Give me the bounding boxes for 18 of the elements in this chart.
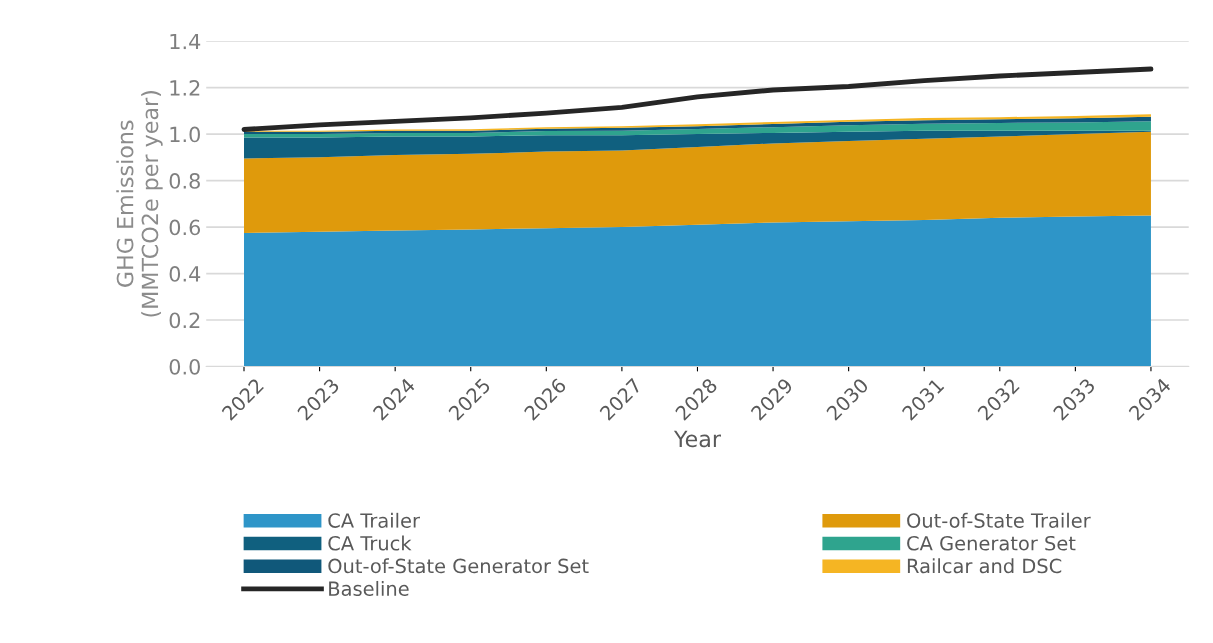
y-tick-label: 1.0 (170, 126, 200, 143)
y-tick-label: 0.2 (169, 312, 200, 329)
legend-label: CA Trailer (328, 512, 420, 528)
y-tick-label: 0.4 (169, 266, 201, 282)
y-tick-label: 1.2 (170, 80, 200, 96)
legend-label: Out-of-State Trailer (907, 512, 1091, 528)
y-tick-label: 1.4 (170, 33, 201, 50)
line-series (241, 66, 1154, 132)
legend-label: Baseline (329, 580, 409, 597)
legend-label: Out-of-State Generator Set (328, 558, 589, 574)
legend-label: CA Generator Set (907, 535, 1076, 551)
legend-label: Railcar and DSC (907, 558, 1062, 574)
y-tick-label: 0.0 (169, 358, 200, 375)
y-tick-label: 0.6 (169, 219, 201, 236)
y-axis-title: GHG Emissions (MMTCO2e per year) (116, 91, 163, 317)
x-axis-title: Year (673, 430, 721, 448)
legend-label: CA Truck (328, 535, 412, 551)
y-tick-label: 0.8 (169, 173, 200, 189)
